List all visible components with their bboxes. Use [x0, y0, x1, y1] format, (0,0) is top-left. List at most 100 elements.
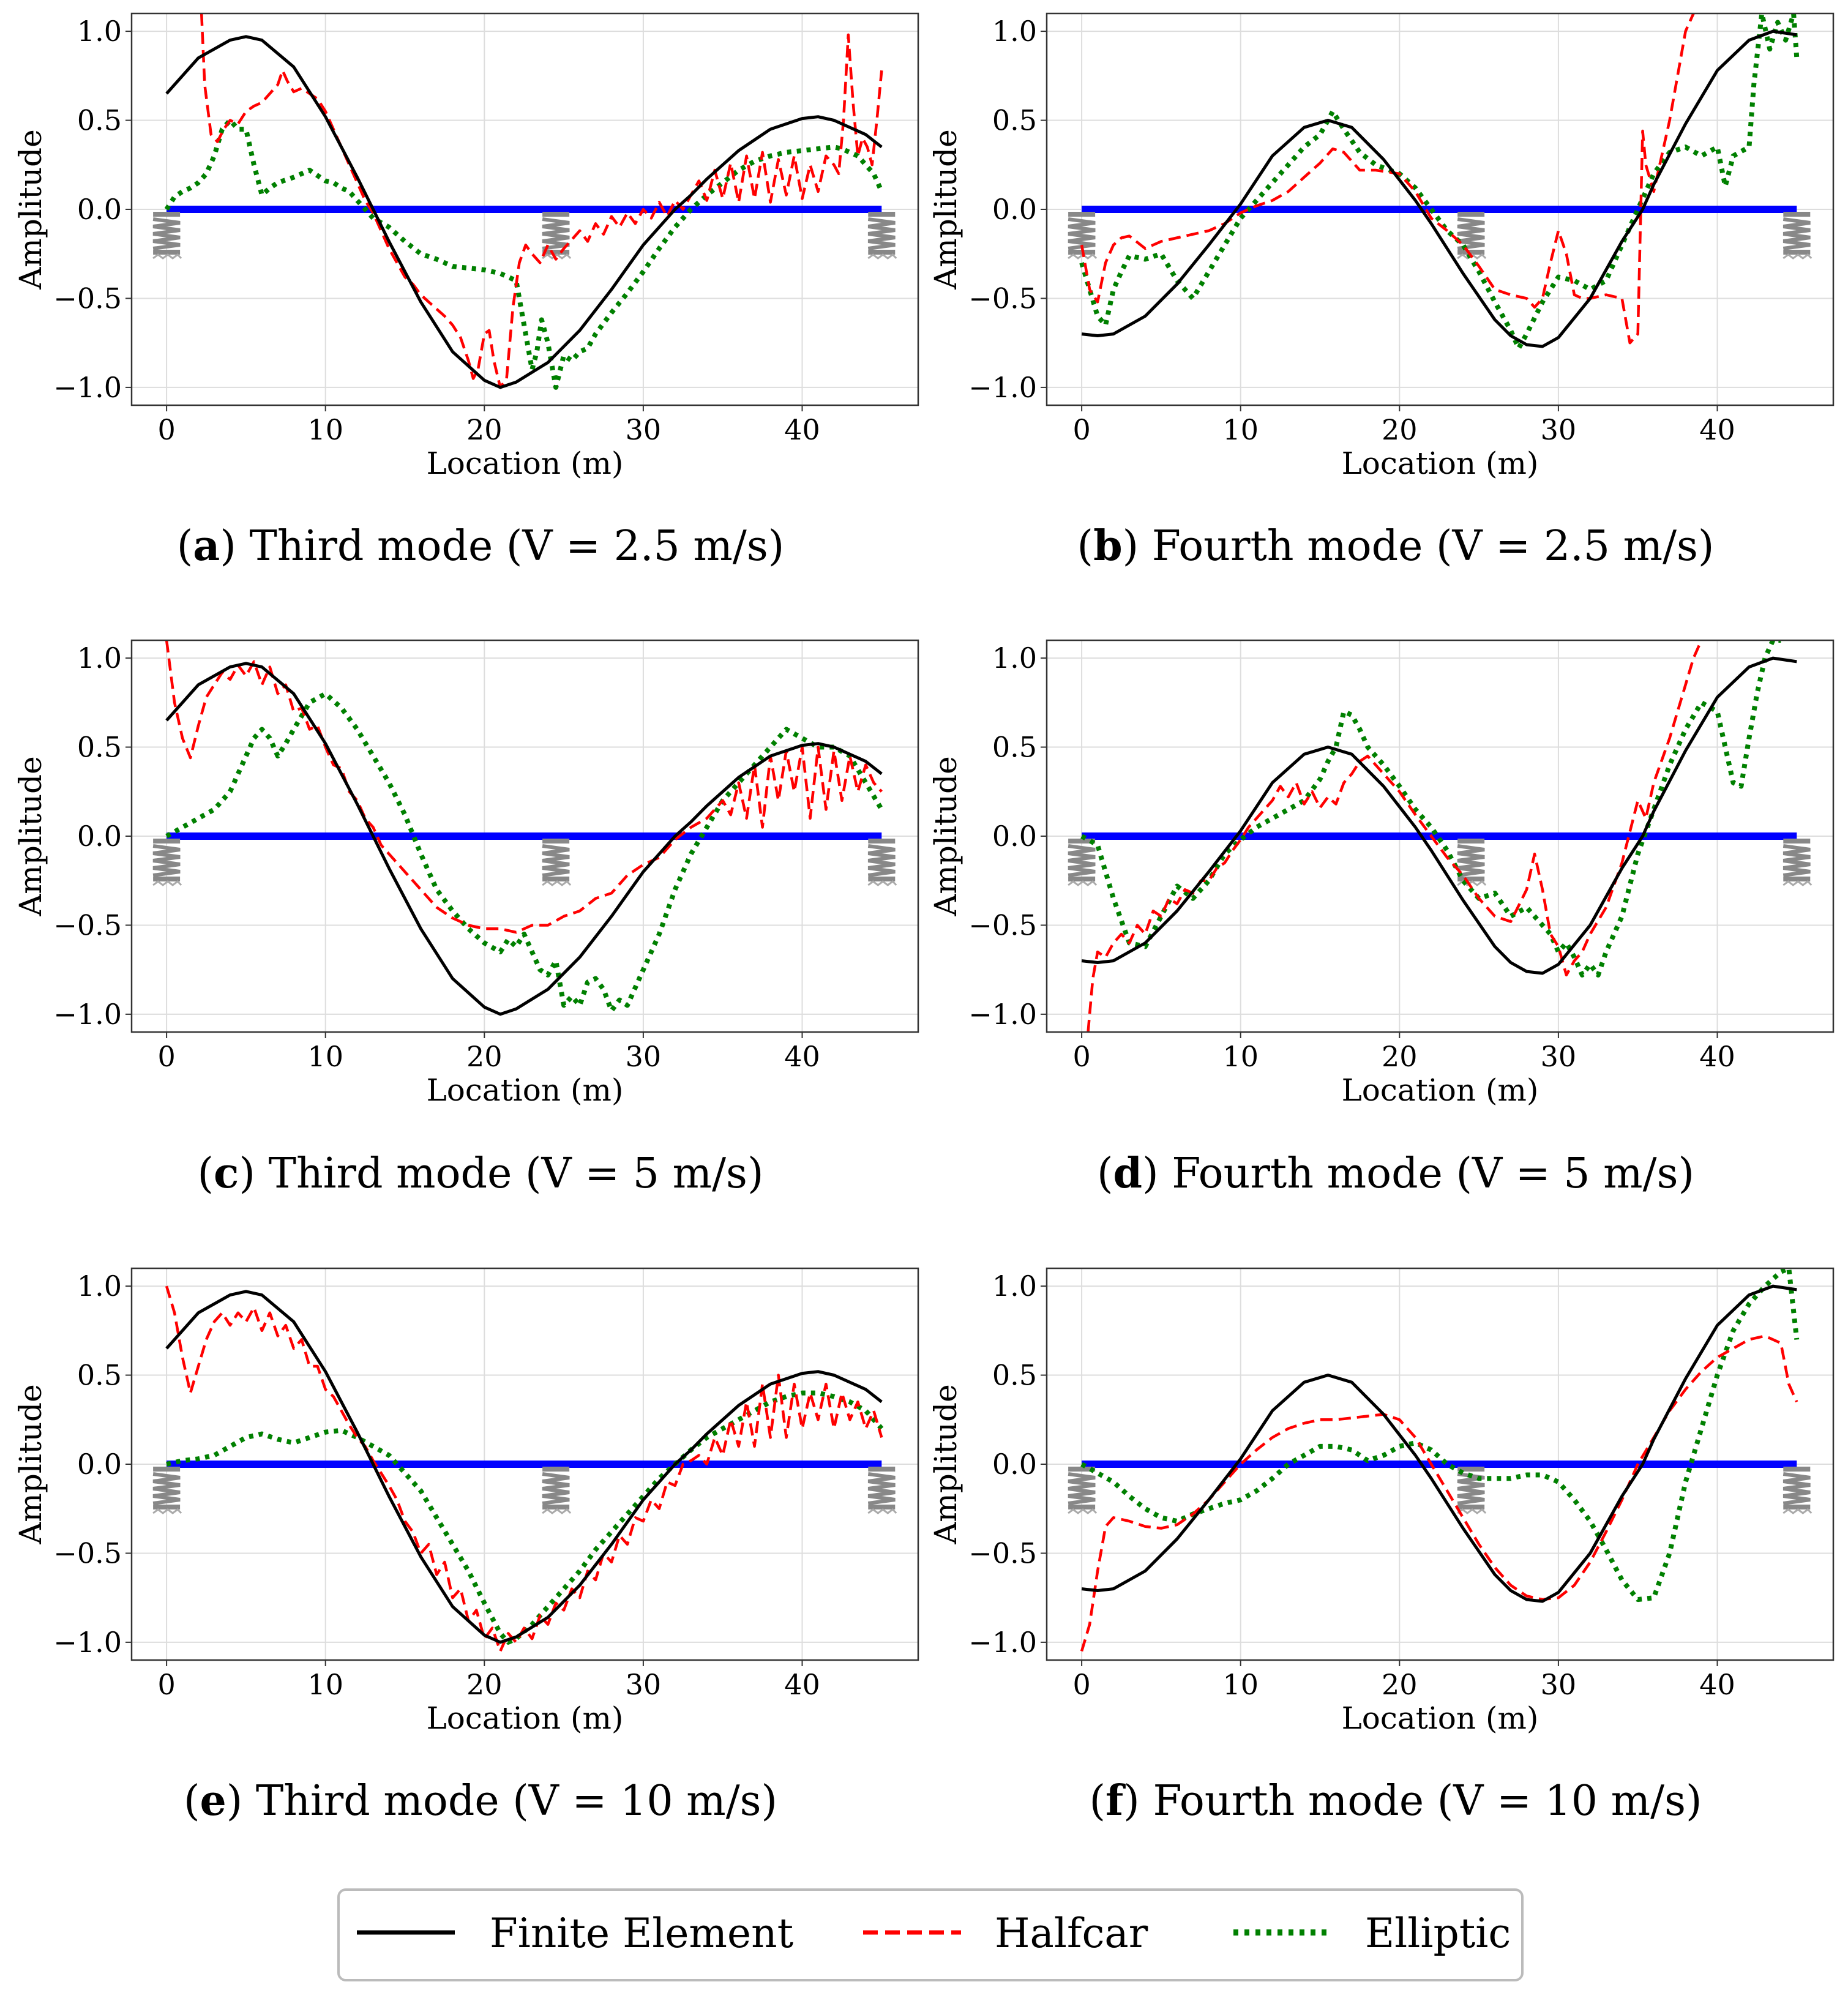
tick-label-x: 20 — [1382, 1668, 1418, 1701]
tick-label-x: 0 — [1072, 413, 1090, 446]
y-axis-label: Amplitude — [13, 756, 48, 916]
tick-label-x: 40 — [784, 1668, 820, 1701]
tick-label-x: 20 — [1382, 1040, 1418, 1073]
tick-label-y: −1.0 — [53, 998, 122, 1031]
tick-label-y: 0.5 — [77, 731, 122, 764]
legend: Finite Element Halfcar Elliptic — [337, 1888, 1524, 1981]
caption-text: ) Third mode (V = 2.5 m/s) — [220, 522, 784, 570]
tick-label-x: 40 — [784, 1040, 820, 1073]
tick-label-x: 20 — [1382, 413, 1418, 446]
caption-letter: a — [193, 522, 220, 570]
caption-text: ) Third mode (V = 5 m/s) — [239, 1150, 763, 1198]
series-line-elliptic — [165, 691, 884, 1014]
tick-label-x: 10 — [307, 1040, 343, 1073]
legend-label-elliptic: Elliptic — [1365, 1910, 1511, 1957]
tick-label-x: 30 — [1541, 413, 1577, 446]
tick-label-y: 0.0 — [992, 193, 1037, 226]
legend-label-halfcar: Halfcar — [995, 1910, 1148, 1957]
series-line-halfcar — [165, 640, 883, 934]
caption-text: ) Fourth mode (V = 10 m/s) — [1123, 1777, 1702, 1825]
tick-label-x: 20 — [466, 1040, 503, 1073]
tick-label-y: 1.0 — [77, 15, 122, 48]
tick-label-x: 20 — [466, 1668, 503, 1701]
series-group — [1079, 13, 1800, 351]
series-line-finite-element — [165, 662, 883, 1016]
x-axis-label: Location (m) — [427, 446, 624, 481]
tick-label-x: 40 — [1699, 1040, 1735, 1073]
series-line-halfcar — [1080, 1334, 1798, 1652]
caption-text: ) Third mode (V = 10 m/s) — [226, 1777, 777, 1825]
x-axis-label: Location (m) — [427, 1700, 624, 1736]
panel-caption: (a) Third mode (V = 2.5 m/s) — [177, 522, 785, 570]
tick-label-y: 0.0 — [992, 1448, 1037, 1481]
tick-label-y: −0.5 — [53, 908, 122, 941]
tick-label-y: −1.0 — [53, 1626, 122, 1659]
tick-label-x: 10 — [1222, 413, 1259, 446]
x-axis-label: Location (m) — [1342, 1072, 1539, 1108]
tick-label-y: 1.0 — [77, 642, 122, 675]
tick-label-y: 0.0 — [77, 1448, 122, 1481]
tick-label-y: 1.0 — [992, 15, 1037, 48]
tick-label-y: −0.5 — [53, 282, 122, 315]
x-axis-label: Location (m) — [1342, 446, 1539, 481]
panel-e: 0 10 20 30 40 1.0 0.5 0.0 −0.5 −1.0 Location (m) Am… — [13, 1267, 919, 1825]
tick-label-x: 30 — [1541, 1668, 1577, 1701]
tick-label-y: −0.5 — [968, 908, 1037, 941]
tick-label-y: 1.0 — [77, 1270, 122, 1303]
tick-label-y: −1.0 — [968, 371, 1037, 404]
tick-label-y: −1.0 — [968, 1626, 1037, 1659]
caption-text: ) Fourth mode (V = 2.5 m/s) — [1123, 522, 1715, 570]
panel-caption: (f) Fourth mode (V = 10 m/s) — [1090, 1776, 1702, 1825]
tick-label-y: −0.5 — [968, 1536, 1037, 1569]
tick-label-y: 0.5 — [992, 1359, 1037, 1392]
series-line-finite-element — [1081, 29, 1797, 348]
panel-b: 0 10 20 30 40 1.0 0.5 0.0 −0.5 −1.0 Location (m) Am… — [928, 12, 1835, 570]
panel-caption: (e) Third mode (V = 10 m/s) — [184, 1776, 777, 1825]
y-axis-label: Amplitude — [13, 1384, 48, 1544]
series-line-elliptic — [1079, 13, 1800, 351]
tick-label-y: −1.0 — [53, 371, 122, 404]
x-axis-label: Location (m) — [427, 1072, 624, 1108]
panel-caption: (d) Fourth mode (V = 5 m/s) — [1097, 1149, 1694, 1198]
series-line-elliptic — [166, 1390, 884, 1645]
caption-text: ) Fourth mode (V = 5 m/s) — [1142, 1150, 1694, 1198]
tick-label-y: 1.0 — [992, 642, 1037, 675]
tick-label-y: 0.5 — [992, 731, 1037, 764]
series-line-halfcar — [1087, 640, 1703, 1032]
series-group — [165, 640, 884, 1016]
caption-paren-open: ( — [1090, 1777, 1106, 1825]
tick-label-x: 10 — [307, 1668, 343, 1701]
y-axis-label: Amplitude — [928, 129, 963, 290]
tick-label-y: −1.0 — [968, 998, 1037, 1031]
series-line-elliptic — [164, 118, 884, 390]
series-line-finite-element — [165, 35, 883, 389]
caption-paren-open: ( — [1077, 522, 1094, 570]
tick-label-y: 0.5 — [992, 104, 1037, 137]
panel-caption: (b) Fourth mode (V = 2.5 m/s) — [1077, 522, 1715, 570]
tick-label-x: 0 — [157, 1668, 175, 1701]
tick-label-x: 20 — [466, 413, 503, 446]
tick-label-x: 30 — [626, 1668, 662, 1701]
y-axis-label: Amplitude — [13, 129, 48, 290]
tick-label-y: −0.5 — [53, 1536, 122, 1569]
legend-box — [337, 1888, 1524, 1981]
tick-label-x: 10 — [1222, 1040, 1259, 1073]
tick-label-x: 0 — [1072, 1040, 1090, 1073]
panel-a: 0 10 20 30 40 1.0 0.5 0.0 −0.5 −1.0 Location (m) Am… — [13, 12, 919, 570]
tick-label-x: 10 — [307, 413, 343, 446]
tick-label-y: −0.5 — [968, 282, 1037, 315]
caption-paren-open: ( — [177, 522, 193, 570]
tick-label-y: 0.5 — [77, 104, 122, 137]
series-line-finite-element — [1081, 1284, 1797, 1603]
y-axis-label: Amplitude — [928, 1384, 963, 1544]
tick-label-y: 0.0 — [77, 820, 122, 853]
series-line-finite-element — [1081, 656, 1797, 975]
tick-label-x: 30 — [626, 1040, 662, 1073]
tick-label-x: 40 — [1699, 413, 1735, 446]
series-group — [164, 13, 884, 390]
tick-label-x: 0 — [157, 413, 175, 446]
tick-label-x: 40 — [784, 413, 820, 446]
tick-label-x: 30 — [1541, 1040, 1577, 1073]
panel-caption: (c) Third mode (V = 5 m/s) — [198, 1149, 764, 1198]
